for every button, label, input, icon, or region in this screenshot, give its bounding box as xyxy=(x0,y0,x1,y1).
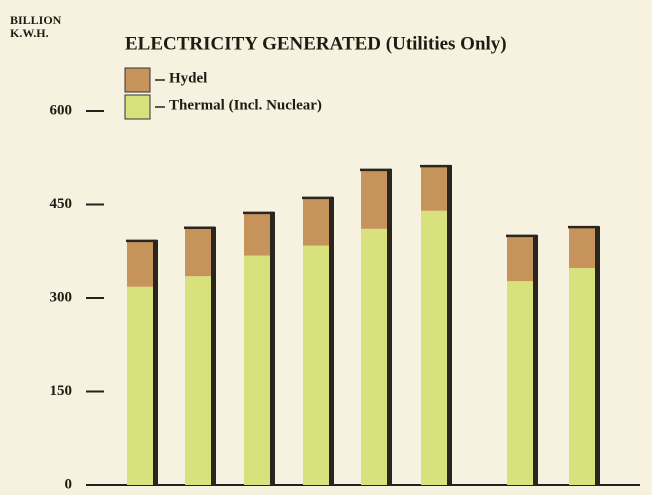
bar-shadow xyxy=(533,234,538,485)
legend-swatch xyxy=(124,67,151,93)
bar-shadow xyxy=(211,226,216,485)
bar-segment xyxy=(421,210,451,485)
bar-shadow xyxy=(595,226,600,486)
bar-segment xyxy=(569,268,599,485)
bar-shadow xyxy=(270,211,275,485)
bar-shadow xyxy=(153,239,158,485)
bar-segment xyxy=(244,213,274,256)
legend-label: Hydel xyxy=(169,70,207,86)
chart-title: ELECTRICITY GENERATED (Utilities Only) xyxy=(125,33,507,54)
bar-shadow xyxy=(329,196,334,485)
y-tick-label: 600 xyxy=(50,102,73,118)
bar-segment xyxy=(185,276,215,485)
bar-shadow xyxy=(387,168,392,485)
bar-segment xyxy=(303,245,333,485)
bar-segment xyxy=(361,228,391,485)
bar-segment xyxy=(507,236,537,282)
bar-segment xyxy=(569,228,599,269)
bar-segment xyxy=(127,286,157,485)
legend-label: Thermal (Incl. Nuclear) xyxy=(169,97,322,113)
bar-shadow xyxy=(447,165,452,485)
bar-segment xyxy=(303,198,333,246)
y-tick-label: 0 xyxy=(65,476,73,492)
y-tick-label: 300 xyxy=(50,289,73,305)
bar-segment xyxy=(507,281,537,485)
y-tick-label: 450 xyxy=(50,196,73,212)
bar-segment xyxy=(127,241,157,287)
y-axis-label: BILLION xyxy=(10,13,62,27)
bar-segment xyxy=(185,228,215,277)
legend-swatch xyxy=(124,94,151,120)
bar-segment xyxy=(421,167,451,211)
bar-segment xyxy=(244,255,274,485)
y-axis-label: K.W.H. xyxy=(10,26,49,40)
y-tick-label: 150 xyxy=(50,383,73,399)
bar-segment xyxy=(361,170,391,229)
